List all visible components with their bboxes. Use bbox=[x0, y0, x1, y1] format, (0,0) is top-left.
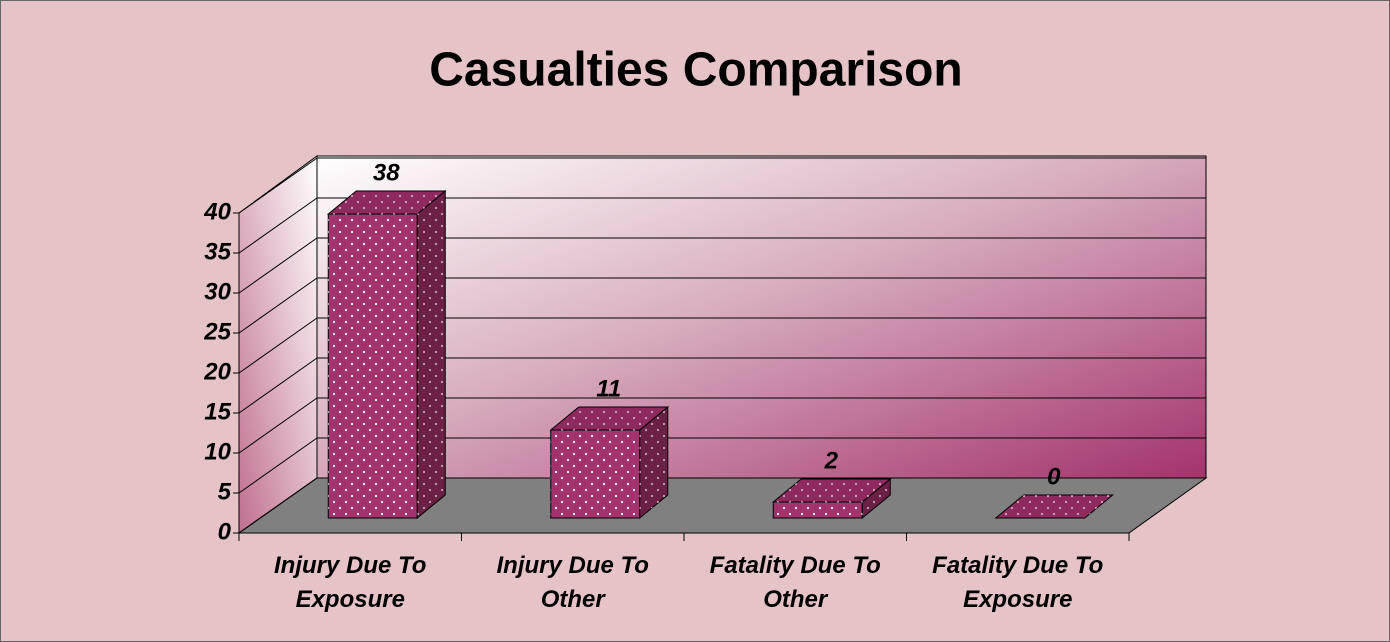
side-grid-line bbox=[238, 157, 318, 214]
y-tick-label: 15 bbox=[204, 398, 231, 425]
x-tick-label: Fatality Due To Other bbox=[709, 552, 881, 613]
y-tick-label: 40 bbox=[203, 198, 231, 225]
bar-dots bbox=[328, 214, 418, 518]
bar-top-dots bbox=[995, 495, 1113, 518]
data-label: 38 bbox=[373, 159, 400, 186]
bar-top-dots bbox=[550, 407, 668, 430]
bar-top-dots bbox=[328, 191, 446, 214]
side-grid-line bbox=[238, 357, 318, 414]
x-tick-label: Injury Due To Exposure bbox=[274, 552, 427, 613]
side-grid-line bbox=[238, 277, 318, 334]
bar-top-dots bbox=[773, 479, 891, 502]
y-tick-label: 35 bbox=[204, 238, 231, 265]
back-wall bbox=[316, 155, 1207, 479]
side-grid-line bbox=[238, 197, 318, 254]
x-tick-label: Injury Due To Other bbox=[496, 552, 649, 613]
side-grid-line bbox=[238, 437, 318, 494]
y-tick-label: 5 bbox=[218, 478, 232, 505]
data-label: 0 bbox=[1047, 463, 1061, 490]
side-grid-line bbox=[238, 397, 318, 454]
bar-side-dots bbox=[862, 479, 891, 518]
side-grid-line bbox=[238, 237, 318, 294]
bar-dots bbox=[550, 430, 640, 518]
bar-dots bbox=[773, 502, 863, 518]
side-wall bbox=[238, 155, 318, 534]
side-grid-line bbox=[238, 477, 318, 534]
y-tick-label: 10 bbox=[204, 438, 231, 465]
y-tick-label: 0 bbox=[218, 518, 232, 545]
data-label: 2 bbox=[824, 447, 839, 474]
y-tick-label: 20 bbox=[203, 358, 231, 385]
y-tick-label: 25 bbox=[203, 318, 231, 345]
bar-side-dots bbox=[417, 191, 446, 518]
chart-title: Casualties Comparison bbox=[429, 44, 962, 97]
bar-side-dots bbox=[639, 407, 668, 518]
y-tick-label: 30 bbox=[204, 278, 231, 305]
x-tick-label: Fatality Due To Exposure bbox=[932, 552, 1104, 613]
side-grid-line bbox=[238, 317, 318, 374]
data-label: 11 bbox=[596, 375, 621, 402]
